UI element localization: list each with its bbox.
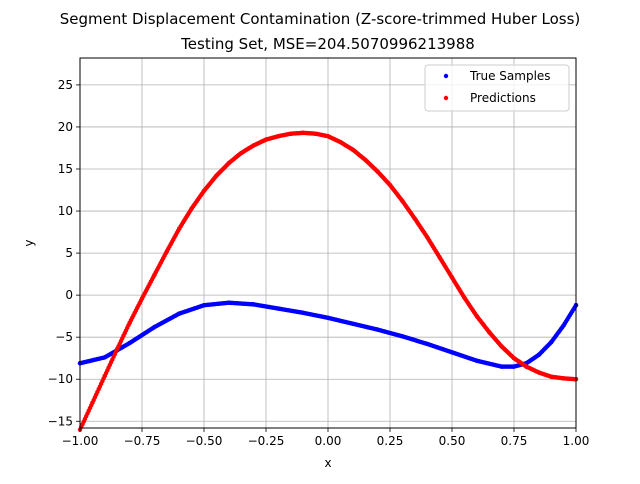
y-axis-label: y — [22, 239, 36, 246]
legend: True Samples Predictions — [424, 64, 570, 112]
x-axis-label: x — [324, 456, 331, 470]
x-tick-label: −0.50 — [186, 434, 223, 448]
y-tick-label: −5 — [55, 330, 73, 344]
legend-box — [424, 64, 570, 112]
x-tick-label: −0.25 — [248, 434, 285, 448]
series-predictions — [77, 130, 579, 432]
legend-label-true-samples: True Samples — [469, 69, 551, 83]
x-tick-label: 0.75 — [501, 434, 528, 448]
chart-subtitle: Testing Set, MSE=204.5070996213988 — [180, 35, 475, 53]
legend-marker-predictions — [443, 95, 449, 101]
y-tick-label: 20 — [58, 120, 73, 134]
y-tick-label: 15 — [58, 162, 73, 176]
tick-layer: −1.00 −0.75 −0.50 −0.25 0.00 0.25 0.50 0.75 1.00… — [48, 78, 590, 448]
x-tick-label: −1.00 — [62, 434, 99, 448]
y-tick-label: 0 — [65, 288, 73, 302]
y-tick-label: 10 — [58, 204, 73, 218]
data-layer — [77, 130, 579, 432]
legend-label-predictions: Predictions — [470, 91, 536, 105]
y-tick-label: 25 — [58, 78, 73, 92]
y-tick-label: −10 — [48, 372, 73, 386]
y-tick-label: 5 — [65, 246, 73, 260]
x-tick-label: 0.50 — [439, 434, 466, 448]
x-tick-label: −0.75 — [124, 434, 161, 448]
y-tick-label: −15 — [48, 414, 73, 428]
chart-title: Segment Displacement Contamination (Z-sc… — [60, 10, 581, 28]
x-tick-label: 1.00 — [563, 434, 590, 448]
x-tick-label: 0.00 — [315, 434, 342, 448]
legend-marker-true-samples — [443, 73, 449, 79]
x-tick-label: 0.25 — [377, 434, 404, 448]
series-true-samples — [77, 300, 579, 369]
